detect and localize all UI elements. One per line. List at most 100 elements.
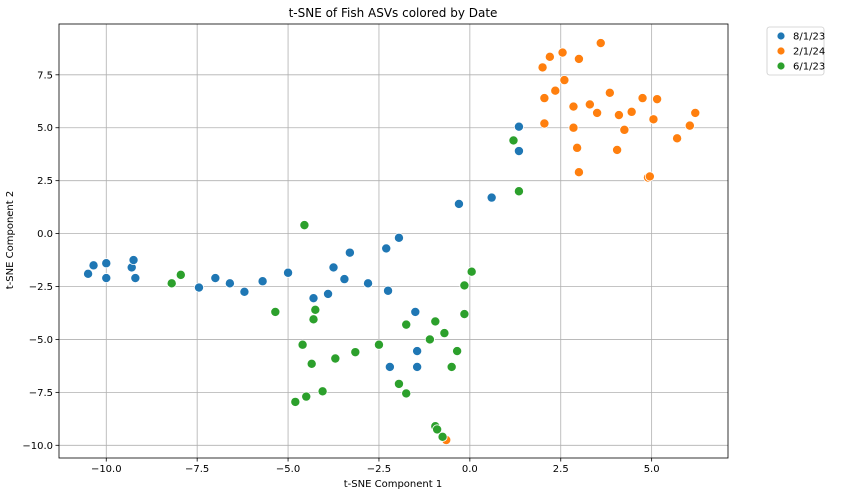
data-point-series-0	[130, 273, 141, 284]
data-point-series-1	[619, 124, 630, 135]
data-point-series-2	[373, 339, 384, 350]
data-point-series-2	[290, 396, 301, 407]
data-point-series-2	[459, 309, 470, 320]
data-point-series-2	[297, 339, 308, 350]
data-point-series-2	[308, 314, 319, 325]
data-point-series-0	[328, 262, 339, 273]
x-tick-label: −10.0	[91, 464, 122, 475]
data-point-series-0	[239, 286, 250, 297]
data-point-series-2	[446, 361, 457, 372]
data-point-series-0	[381, 243, 392, 254]
y-tick-label: 7.5	[37, 70, 53, 81]
data-point-series-0	[453, 198, 464, 209]
data-point-series-2	[508, 135, 519, 146]
data-point-series-1	[568, 122, 579, 133]
y-axis-label: t-SNE Component 2	[5, 191, 16, 289]
y-tick-label: 5.0	[37, 123, 53, 134]
data-points	[83, 38, 701, 446]
data-point-series-1	[595, 38, 606, 49]
data-point-series-2	[424, 334, 435, 345]
data-point-series-0	[193, 282, 204, 293]
legend-marker	[776, 61, 786, 71]
data-point-series-0	[323, 288, 334, 299]
data-point-series-0	[410, 306, 421, 317]
data-point-series-1	[559, 75, 570, 86]
data-point-series-2	[401, 388, 412, 399]
data-point-series-0	[513, 121, 524, 132]
data-point-series-0	[363, 278, 374, 289]
data-point-series-2	[452, 346, 463, 357]
data-point-series-0	[393, 232, 404, 243]
data-point-series-0	[339, 274, 350, 285]
data-point-series-1	[557, 47, 568, 58]
data-point-series-0	[383, 285, 394, 296]
data-point-series-1	[604, 87, 615, 98]
data-point-series-2	[430, 316, 441, 327]
data-point-series-0	[412, 346, 423, 357]
chart-title: t-SNE of Fish ASVs colored by Date	[289, 6, 498, 20]
legend-label: 8/1/23	[793, 32, 825, 43]
y-tick-label: −5.0	[29, 335, 53, 346]
data-point-series-0	[224, 278, 235, 289]
data-point-series-0	[210, 273, 221, 284]
y-tick-label: −10.0	[22, 441, 53, 452]
data-point-series-2	[401, 319, 412, 330]
legend-marker	[776, 31, 786, 41]
data-point-series-0	[257, 276, 268, 287]
data-point-series-0	[83, 268, 94, 279]
data-point-series-1	[544, 51, 555, 62]
data-point-series-1	[539, 93, 550, 104]
data-point-series-0	[486, 192, 497, 203]
y-tick-label: −7.5	[29, 388, 53, 399]
data-point-series-2	[166, 278, 177, 289]
data-point-series-2	[432, 424, 443, 435]
data-point-series-2	[439, 328, 450, 339]
data-point-series-1	[568, 101, 579, 112]
data-point-series-0	[513, 146, 524, 157]
y-tick-label: −2.5	[29, 282, 53, 293]
data-point-series-2	[317, 386, 328, 397]
data-point-series-0	[101, 273, 112, 284]
data-point-series-0	[308, 293, 319, 304]
data-point-series-1	[626, 106, 637, 117]
data-point-series-1	[584, 99, 595, 110]
data-point-series-1	[537, 62, 548, 73]
data-point-series-2	[393, 378, 404, 389]
data-point-series-1	[672, 133, 683, 144]
data-point-series-1	[684, 120, 695, 131]
data-point-series-0	[412, 361, 423, 372]
data-point-series-1	[652, 94, 663, 105]
x-tick-label: 0.0	[462, 464, 478, 475]
x-axis-label: t-SNE Component 1	[344, 479, 442, 490]
data-point-series-0	[128, 255, 139, 266]
data-point-series-1	[613, 110, 624, 121]
x-tick-label: 2.5	[553, 464, 569, 475]
data-point-series-1	[612, 144, 623, 155]
data-point-series-0	[344, 247, 355, 258]
data-point-series-1	[573, 167, 584, 178]
data-point-series-0	[384, 361, 395, 372]
legend: 8/1/23 2/1/24 6/1/23	[766, 26, 825, 76]
data-point-series-1	[572, 142, 583, 153]
data-point-series-0	[88, 260, 99, 271]
data-point-series-1	[690, 107, 701, 118]
legend-label: 6/1/23	[793, 62, 825, 73]
legend-marker	[776, 46, 786, 56]
x-tick-label: 5.0	[644, 464, 660, 475]
data-point-series-2	[513, 186, 524, 197]
x-tick-label: −7.5	[185, 464, 209, 475]
data-point-series-2	[299, 220, 310, 231]
data-point-series-0	[283, 267, 294, 278]
y-axis-ticks: −10.0 −7.5 −5.0 −2.5 0.0 2.5 5.0 7.5	[22, 70, 59, 452]
data-point-series-2	[437, 431, 448, 442]
x-tick-label: −2.5	[367, 464, 391, 475]
data-point-series-1	[539, 118, 550, 129]
data-point-series-2	[466, 266, 477, 277]
data-point-series-2	[301, 391, 312, 402]
data-point-series-1	[550, 85, 561, 96]
y-tick-label: 2.5	[37, 176, 53, 187]
data-point-series-1	[648, 114, 659, 125]
x-axis-ticks: −10.0 −7.5 −5.0 −2.5 0.0 2.5 5.0	[91, 458, 660, 475]
